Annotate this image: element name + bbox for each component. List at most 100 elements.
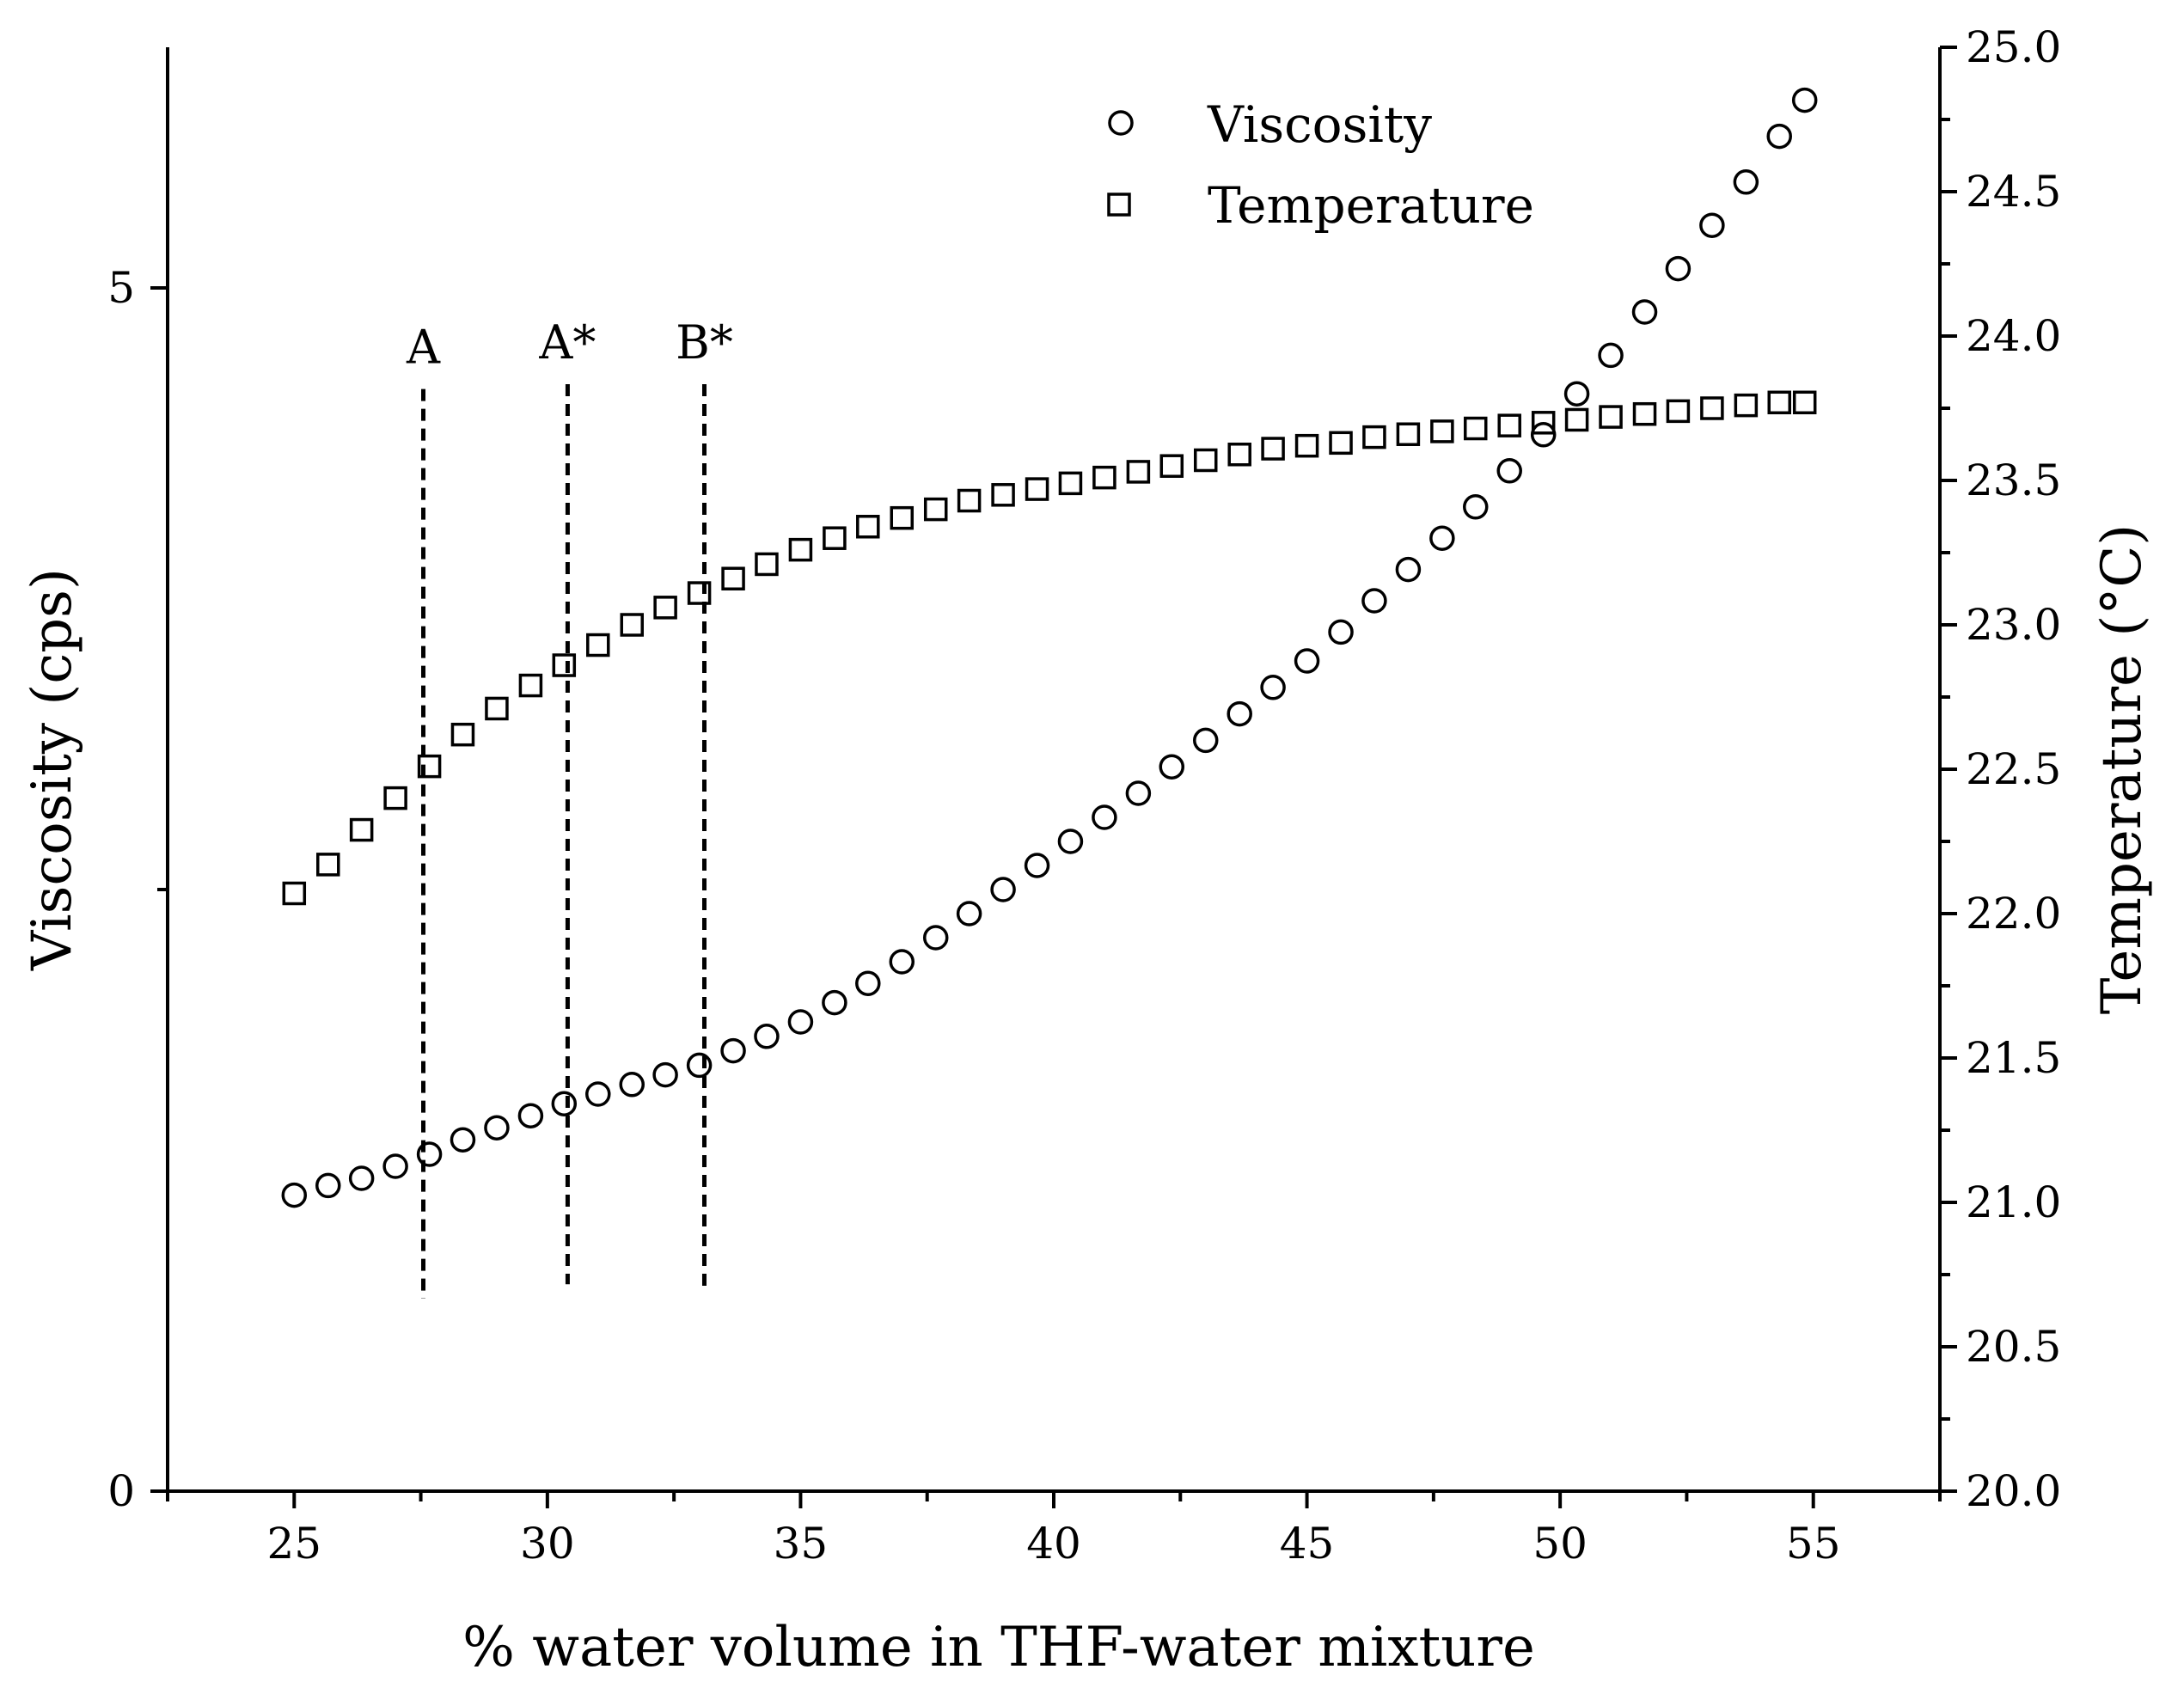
left-y-tick-label: 5 (107, 263, 135, 313)
viscosity-point (1631, 299, 1658, 325)
viscosity-point (720, 1037, 746, 1064)
viscosity-point (1260, 675, 1286, 700)
temperature-point (1564, 407, 1589, 432)
temperature-point (687, 581, 712, 605)
viscosity-point (1766, 123, 1792, 150)
right-y-tick-label: 21.5 (1966, 1033, 2061, 1083)
x-tick-label: 30 (520, 1519, 575, 1569)
left-y-axis-tick-labels: 05 (107, 263, 135, 1516)
right-y-tick-label: 20.5 (1966, 1322, 2061, 1372)
temperature-point (823, 526, 847, 550)
temperature-point (653, 596, 677, 620)
viscosity-point (1024, 853, 1050, 878)
temperature-point (1159, 454, 1184, 478)
viscosity-point (551, 1091, 578, 1116)
viscosity-point (1125, 780, 1152, 806)
legend-temperature-label: Temperature (1208, 176, 1534, 235)
viscosity-point (855, 970, 881, 996)
temperature-point (1294, 433, 1319, 458)
temperature-point (1700, 396, 1724, 420)
temperature-point (856, 515, 880, 539)
right-y-tick-label: 22.5 (1966, 744, 2061, 794)
viscosity-point (754, 1024, 780, 1049)
viscosity-point (1598, 342, 1624, 369)
temperature-point (1767, 390, 1791, 415)
temperature-point (1025, 477, 1049, 501)
temperature-point (383, 786, 407, 810)
x-tick-label: 40 (1026, 1519, 1081, 1569)
viscosity-point (1361, 588, 1387, 614)
viscosity-point (1496, 458, 1522, 484)
left-y-axis-ticks (150, 286, 168, 1493)
viscosity-point (517, 1103, 544, 1128)
temperature-point (788, 537, 813, 562)
right-y-tick-label: 21.0 (1966, 1177, 2061, 1227)
temperature-point (755, 552, 779, 577)
temperature-point (991, 483, 1015, 507)
viscosity-point (1192, 727, 1219, 754)
temperature-point (1632, 401, 1657, 426)
viscosity-point (922, 925, 949, 951)
x-tick-label: 45 (1280, 1519, 1335, 1569)
annotation-label: A* (538, 315, 596, 370)
viscosity-point (990, 877, 1016, 902)
viscosity-point (1665, 255, 1692, 282)
right-y-axis-tick-labels: 20.0 20.5 21.0 21.5 22.0 22.5 23.0 23.5 24.0 24.5… (1966, 22, 2061, 1516)
temperature-point (957, 488, 982, 513)
x-tick-label: 50 (1532, 1519, 1588, 1569)
temperature-point (1531, 411, 1556, 435)
temperature-point (1329, 431, 1353, 456)
viscosity-point (1395, 556, 1422, 583)
viscosity-point (1159, 754, 1185, 780)
temperature-point (485, 696, 509, 721)
x-tick-label: 55 (1786, 1519, 1841, 1569)
viscosity-point (348, 1165, 375, 1191)
temperature-point (1599, 405, 1623, 429)
temperature-point (552, 653, 577, 677)
temperature-point (923, 497, 948, 522)
viscosity-point (1092, 804, 1117, 830)
x-axis-title: % water volume in THF-water mixture (462, 1616, 1535, 1679)
viscosity-point (787, 1009, 814, 1035)
viscosity-point (416, 1141, 443, 1167)
viscosity-point (956, 901, 982, 927)
viscosity-point (382, 1153, 408, 1179)
viscosity-point (1733, 169, 1759, 195)
temperature-point (1792, 390, 1817, 415)
temperature-point (1193, 448, 1218, 473)
viscosity-point (484, 1115, 510, 1141)
temperature-point (1092, 465, 1116, 490)
right-y-axis-ticks (1940, 46, 1957, 1493)
viscosity-point (450, 1127, 476, 1153)
viscosity-point (315, 1172, 341, 1199)
viscosity-point (1227, 700, 1252, 727)
x-tick-label: 35 (774, 1519, 829, 1569)
temperature-point (1396, 422, 1421, 446)
temperature-point (417, 754, 442, 779)
temperature-point (1058, 471, 1083, 496)
right-y-tick-label: 23.5 (1966, 456, 2061, 505)
x-axis-ticks (166, 1491, 1942, 1508)
viscosity-point (1057, 829, 1084, 854)
temperature-point (1227, 443, 1251, 467)
temperature-point (1430, 419, 1454, 443)
annotation-label: B* (676, 315, 733, 370)
temperature-point (1497, 413, 1521, 437)
x-tick-label: 25 (266, 1519, 321, 1569)
viscosity-point (1328, 619, 1354, 645)
temperature-point (721, 566, 745, 590)
temperature-point (1261, 437, 1285, 461)
viscosity-point (1791, 87, 1818, 113)
viscosity-point (1530, 422, 1557, 448)
temperature-point (1362, 425, 1386, 449)
viscosity-point (652, 1061, 678, 1088)
right-y-tick-label: 22.0 (1966, 889, 2061, 939)
viscosity-point (1429, 525, 1455, 551)
temperature-point (1126, 460, 1151, 484)
right-y-axis-title: Temperature (°C) (2090, 524, 2154, 1015)
temperature-point (450, 722, 475, 747)
legend-temperature-marker (1107, 193, 1131, 217)
viscosity-point (1563, 381, 1590, 407)
viscosity-point (1294, 648, 1320, 674)
